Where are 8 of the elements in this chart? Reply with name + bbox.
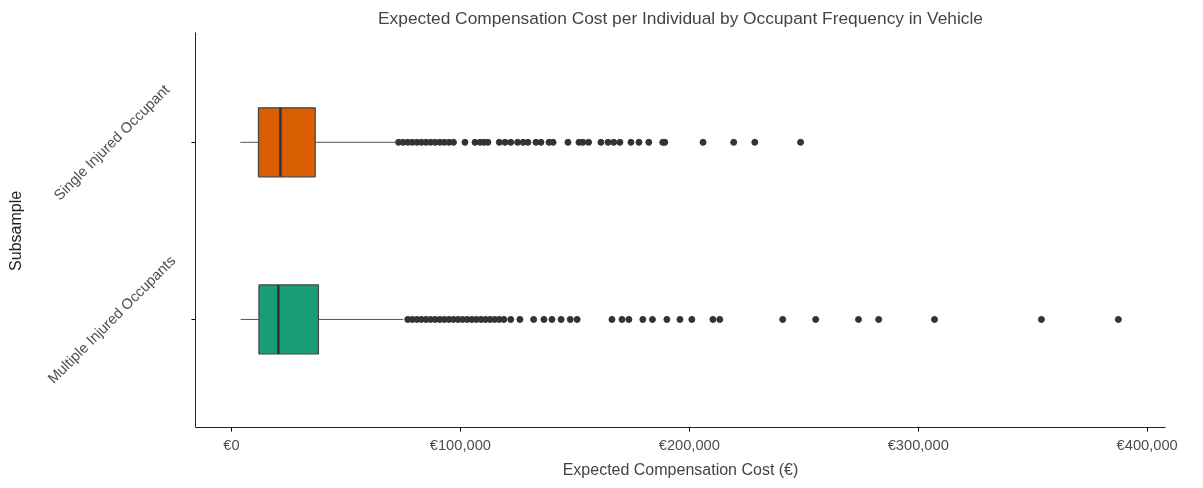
x-tick-label: €200,000 xyxy=(658,436,720,453)
x-tick-label: €100,000 xyxy=(429,436,491,453)
x-tick-label: €300,000 xyxy=(887,436,949,453)
y-axis-title: Subsample xyxy=(6,190,24,271)
x-tick-label: €400,000 xyxy=(1116,436,1178,453)
x-axis-title: Expected Compensation Cost (€) xyxy=(562,460,799,478)
chart-title: Expected Compensation Cost per Individual by Occupant Frequency in Vehicle xyxy=(378,7,983,28)
x-tick-label: €0 xyxy=(223,436,240,453)
